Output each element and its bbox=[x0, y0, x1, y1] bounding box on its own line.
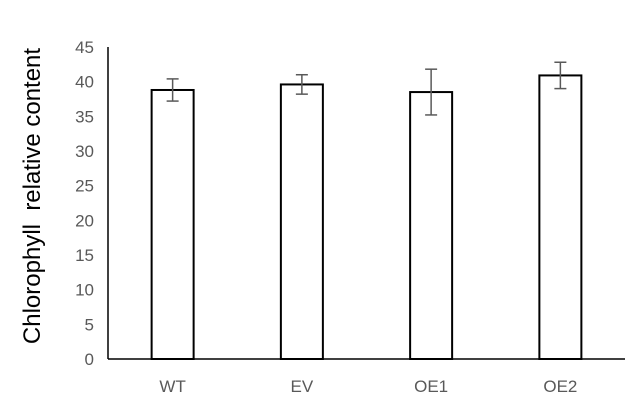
bar-oe2 bbox=[538, 74, 583, 360]
x-tick-labels: WT EV OE1 OE2 bbox=[159, 377, 577, 396]
error-bar-oe2 bbox=[554, 61, 567, 90]
y-tick-label: 0 bbox=[85, 350, 94, 369]
error-bar-wt bbox=[166, 78, 179, 102]
y-tick-label: 40 bbox=[75, 73, 94, 92]
x-tick-label-oe1: OE1 bbox=[414, 377, 448, 396]
error-bars bbox=[166, 61, 567, 116]
error-bar-oe1 bbox=[425, 68, 438, 116]
x-tick-label-ev: EV bbox=[291, 377, 314, 396]
y-axis-label: Chlorophyll relative content bbox=[19, 48, 46, 344]
y-tick-label: 30 bbox=[75, 142, 94, 161]
y-tick-label: 45 bbox=[75, 38, 94, 57]
y-tick-label: 5 bbox=[85, 315, 94, 334]
y-tick-label: 20 bbox=[75, 211, 94, 230]
y-tick-label: 25 bbox=[75, 177, 94, 196]
x-tick-label-oe2: OE2 bbox=[543, 377, 577, 396]
y-tick-label: 35 bbox=[75, 107, 94, 126]
bar-wt bbox=[150, 88, 195, 360]
y-tick-labels: 0 5 10 15 20 25 30 35 40 45 bbox=[75, 38, 94, 369]
bars bbox=[150, 74, 583, 360]
bar-ev bbox=[279, 83, 324, 360]
error-bar-ev bbox=[295, 73, 308, 95]
y-tick-label: 15 bbox=[75, 246, 94, 265]
x-tick-label-wt: WT bbox=[159, 377, 185, 396]
y-tick-label: 10 bbox=[75, 281, 94, 300]
bar-oe1 bbox=[409, 91, 454, 360]
